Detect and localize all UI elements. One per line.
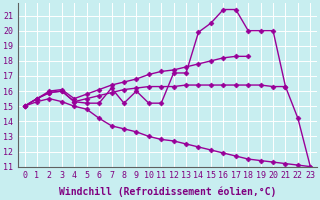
X-axis label: Windchill (Refroidissement éolien,°C): Windchill (Refroidissement éolien,°C) — [59, 186, 276, 197]
